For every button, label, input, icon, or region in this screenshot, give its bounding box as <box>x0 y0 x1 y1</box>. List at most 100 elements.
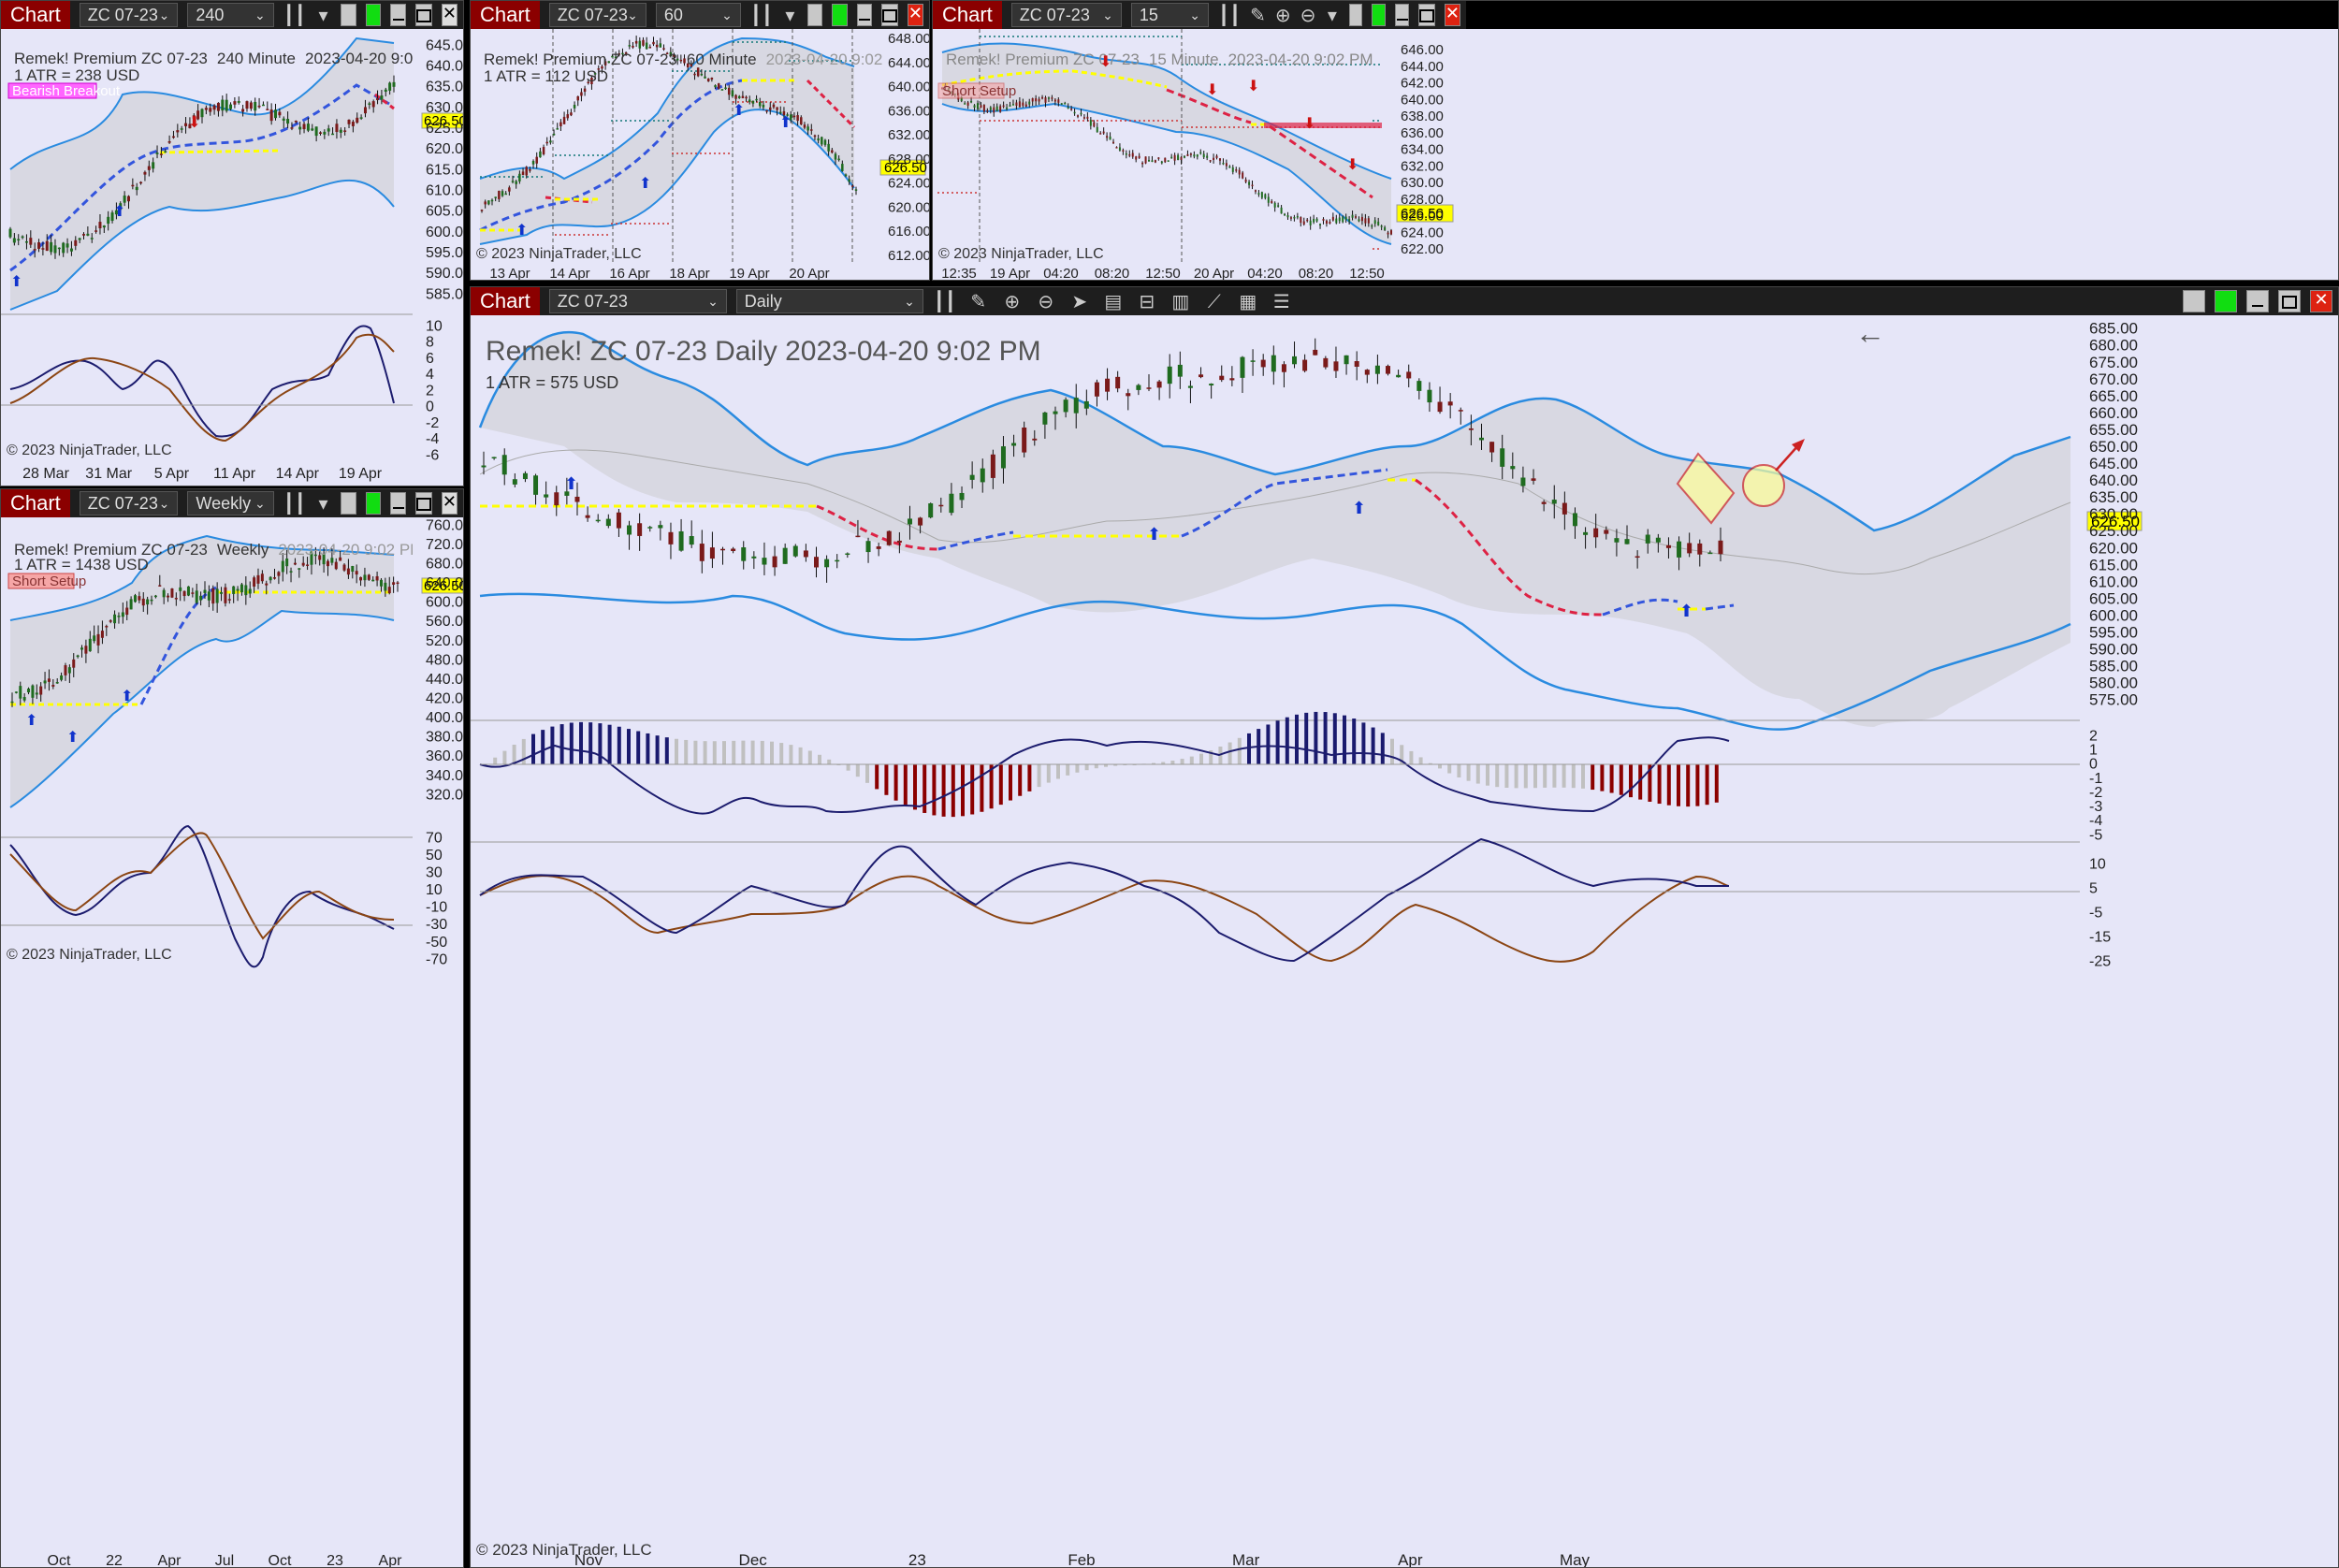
data-box-icon[interactable]: ▤ <box>1104 290 1123 312</box>
instrument-selector[interactable]: ZC 07-23 ⌄ <box>548 289 727 313</box>
properties-icon[interactable]: ☰ <box>1272 290 1290 312</box>
candle <box>1125 152 1127 155</box>
histogram-bar <box>807 750 812 764</box>
zoom-in-icon[interactable]: ⊕ <box>1274 4 1291 26</box>
histogram-bar <box>521 738 526 764</box>
price-tick: 560.00 <box>426 614 464 630</box>
close-button[interactable]: ✕ <box>907 4 924 26</box>
strategies-icon[interactable]: ⟋ <box>1207 290 1221 312</box>
candle <box>1364 370 1370 375</box>
price-tag: 626.50 <box>884 160 927 176</box>
price-panel-weekly[interactable]: Remek! Premium ZC 07-23 Weekly 2023-04-20 … <box>1 517 464 1568</box>
candle <box>690 64 693 67</box>
candle <box>31 685 35 698</box>
dropdown-arrow-icon[interactable]: ▾ <box>318 4 328 26</box>
bar-type-icon[interactable]: ┃┃ <box>283 4 306 26</box>
timeframe-selector[interactable]: Weekly ⌄ <box>187 491 274 515</box>
chart-tab[interactable]: Chart <box>1 489 70 517</box>
bar-type-icon[interactable]: ┃┃ <box>1218 4 1242 26</box>
histogram-bar <box>502 750 507 764</box>
bar-type-icon[interactable]: ┃┃ <box>283 492 306 515</box>
date-tick: 23 <box>327 1553 343 1568</box>
minimize-button[interactable] <box>2246 290 2269 312</box>
candle <box>1206 155 1209 158</box>
instrument-selector[interactable]: ZC 07-23 ⌄ <box>79 3 179 27</box>
chart-tab[interactable]: Chart <box>1 1 70 29</box>
chart-tab[interactable]: Chart <box>471 287 540 315</box>
pointer-icon[interactable]: ➤ <box>1071 290 1088 312</box>
atr-label: 1 ATR = 575 USD <box>486 373 618 392</box>
window-btn-gray[interactable] <box>1348 4 1363 26</box>
instrument-selector[interactable]: ZC 07-23 ⌄ <box>548 3 646 27</box>
window-btn-gray[interactable] <box>341 4 356 26</box>
candle <box>37 242 41 249</box>
link-color-button[interactable] <box>365 492 382 515</box>
candle <box>273 577 277 579</box>
zoom-out-icon[interactable]: ⊖ <box>1300 4 1316 26</box>
dropdown-arrow-icon[interactable]: ▾ <box>785 4 795 26</box>
timeframe-value: Daily <box>744 292 782 311</box>
candle <box>105 626 109 628</box>
histogram-bar <box>989 764 994 809</box>
date-tick: 22 <box>106 1553 123 1568</box>
chart-window-60min: Chart ZC 07-23⌄ 60 Minute⌄ ┃┃ ▾ ✕ Remek!… <box>470 0 930 281</box>
price-panel-60[interactable]: Remek! Premium ZC 07-23 60 Minute 2023-04-… <box>471 29 930 281</box>
close-button[interactable]: ✕ <box>1444 4 1460 26</box>
link-color-button[interactable] <box>2215 290 2237 312</box>
price-tick: 600.00 <box>426 595 464 611</box>
candle <box>1677 541 1682 558</box>
drawing-tool-icon[interactable]: ✎ <box>970 290 987 312</box>
dropdown-arrow-icon[interactable]: ▾ <box>318 492 328 515</box>
close-button[interactable]: ✕ <box>441 4 458 26</box>
drawing-tool-icon[interactable]: ✎ <box>1250 4 1266 26</box>
candle <box>1697 543 1703 555</box>
instrument-selector[interactable]: ZC 07-23 ⌄ <box>79 491 179 515</box>
window-btn-gray[interactable] <box>341 492 356 515</box>
link-color-button[interactable] <box>365 4 382 26</box>
chart-trader-icon[interactable]: ⊟ <box>1139 290 1155 312</box>
window-btn-gray[interactable] <box>806 4 823 26</box>
chart-tab[interactable]: Chart <box>933 1 1002 29</box>
timeframe-selector[interactable]: 240 Minute⌄ <box>187 3 274 47</box>
instrument-selector[interactable]: ZC 07-23 ⌄ <box>1010 3 1122 27</box>
maximize-button[interactable] <box>414 4 432 26</box>
close-button[interactable]: ✕ <box>441 492 458 515</box>
minimize-button[interactable] <box>390 492 406 515</box>
close-button[interactable]: ✕ <box>2310 290 2332 312</box>
candle <box>595 519 601 522</box>
zoom-in-icon[interactable]: ⊕ <box>1004 290 1021 312</box>
minimize-button[interactable] <box>390 4 406 26</box>
maximize-button[interactable] <box>2278 290 2301 312</box>
timeframe-selector[interactable]: 60 Minute⌄ <box>655 3 741 47</box>
maximize-button[interactable] <box>1417 4 1435 26</box>
histogram-bar <box>1161 762 1166 764</box>
minimize-button[interactable] <box>1395 4 1409 26</box>
maximize-button[interactable] <box>880 4 898 26</box>
bar-type-icon[interactable]: ┃┃ <box>933 290 956 312</box>
candle <box>835 559 840 562</box>
osc-tick: 2 <box>426 383 434 399</box>
price-panel-240[interactable]: Remek! Premium ZC 07-23 240 Minute 2023-04… <box>1 29 464 486</box>
price-panel-15[interactable]: Remek! Premium ZC 07-23 15 Minute 2023-04-… <box>933 29 1466 281</box>
candle <box>179 587 182 591</box>
price-panel-daily[interactable]: Remek! ZC 07-23 Daily 2023-04-20 9:02 PM… <box>471 315 2339 1568</box>
chart-tab[interactable]: Chart <box>471 1 540 29</box>
link-color-button[interactable] <box>832 4 848 26</box>
date-tick: Dec <box>739 1551 768 1568</box>
zoom-out-icon[interactable]: ⊖ <box>1038 290 1054 312</box>
timeframe-selector[interactable]: Daily ⌄ <box>735 289 923 313</box>
link-color-button[interactable] <box>1372 4 1387 26</box>
back-arrow-icon[interactable]: ← <box>1855 316 1885 350</box>
maximize-button[interactable] <box>414 492 432 515</box>
candle <box>184 123 188 126</box>
bar-type-icon[interactable]: ┃┃ <box>749 4 773 26</box>
candle <box>841 164 844 172</box>
window-btn-gray[interactable] <box>2183 290 2205 312</box>
indicators-icon[interactable]: ▥ <box>1171 290 1190 312</box>
candle <box>544 494 549 498</box>
templates-icon[interactable]: ▦ <box>1239 290 1257 312</box>
candle <box>84 646 88 654</box>
timeframe-selector[interactable]: 15 Minute⌄ <box>1130 3 1209 47</box>
dropdown-arrow-icon[interactable]: ▾ <box>1327 4 1337 26</box>
minimize-button[interactable] <box>856 4 872 26</box>
